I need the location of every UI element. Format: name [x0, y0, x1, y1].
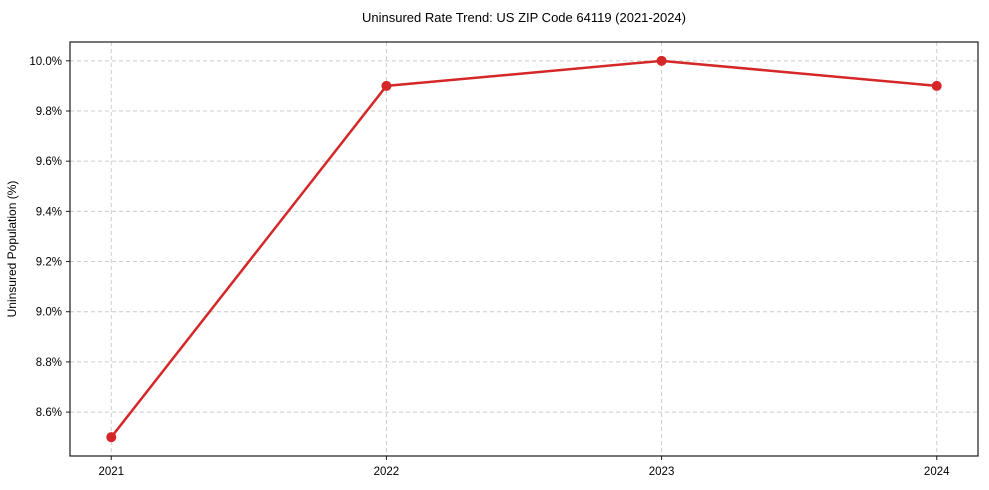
x-tick-label: 2021	[98, 466, 124, 478]
y-tick-label: 10.0%	[29, 56, 62, 68]
data-point-marker	[931, 80, 942, 91]
x-tick-label: 2022	[374, 466, 400, 478]
data-point-marker	[381, 80, 392, 91]
y-tick-label: 9.4%	[36, 206, 62, 218]
y-tick-label: 9.6%	[36, 156, 62, 168]
y-tick-label: 8.6%	[36, 407, 62, 419]
series-polyline	[110, 59, 938, 439]
gridlines	[70, 42, 978, 456]
chart-title: Uninsured Rate Trend: US ZIP Code 64119 …	[362, 10, 686, 25]
y-axis-label: Uninsured Population (%)	[5, 181, 19, 318]
x-tick-label: 2024	[924, 466, 950, 478]
x-axis-ticks: 2021 2022 2023 2024	[98, 456, 950, 478]
y-tick-label: 8.8%	[36, 357, 62, 369]
y-tick-label: 9.8%	[36, 106, 62, 118]
plot-border	[69, 41, 979, 457]
y-axis-ticks: 8.6% 8.8% 9.0% 9.2% 9.4% 9.6% 9.8% 10.0%	[29, 56, 70, 419]
y-tick-label: 9.2%	[36, 257, 62, 269]
x-tick-label: 2023	[649, 466, 675, 478]
data-point-marker	[656, 55, 667, 66]
y-tick-label: 9.0%	[36, 307, 62, 319]
data-point-marker	[106, 432, 117, 443]
data-series-line	[106, 55, 942, 443]
